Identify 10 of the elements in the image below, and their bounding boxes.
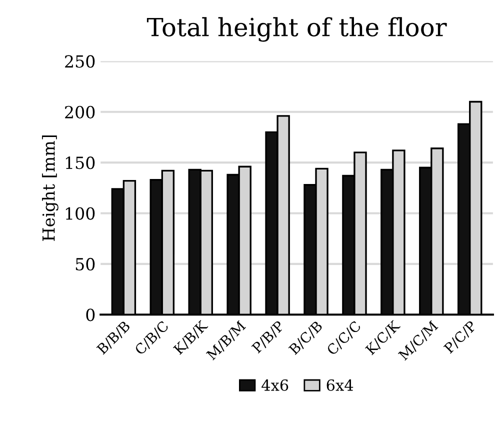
y-axis-title: Height [mm] (42, 135, 58, 241)
legend-label: 6x4 (326, 379, 354, 391)
y-tick-label: 50 (76, 258, 95, 271)
y-tick-label: 0 (86, 308, 95, 322)
y-tick-label: 200 (65, 106, 95, 118)
y-tick-label: 150 (66, 156, 95, 170)
chart-title: Total height of the floor (146, 17, 447, 42)
legend-label: 4x6 (262, 379, 288, 391)
y-tick-label: 100 (66, 207, 95, 220)
y-tick-label: 250 (65, 55, 95, 68)
